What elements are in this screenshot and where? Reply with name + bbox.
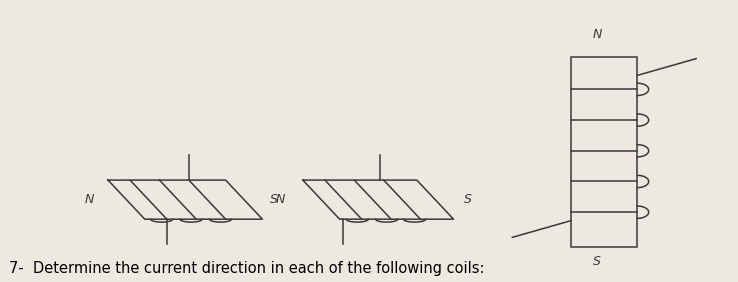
Text: N: N — [592, 28, 601, 41]
Bar — [571, 57, 638, 247]
Text: 7-  Determine the current direction in each of the following coils:: 7- Determine the current direction in ea… — [9, 261, 484, 276]
Text: N: N — [85, 193, 94, 206]
Text: S: S — [464, 193, 472, 206]
Text: N: N — [276, 193, 286, 206]
Text: S: S — [269, 193, 277, 206]
Text: S: S — [593, 255, 601, 268]
